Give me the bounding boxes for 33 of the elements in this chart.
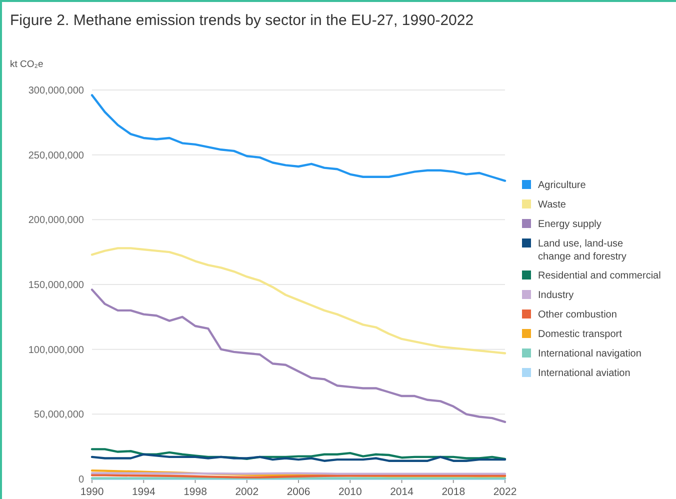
y-tick-label: 100,000,000 (28, 344, 84, 356)
x-tick-label: 2014 (390, 486, 414, 498)
y-tick-label: 200,000,000 (28, 215, 84, 226)
legend-label: Agriculture (538, 180, 586, 191)
x-tick-label: 1998 (184, 486, 208, 498)
y-axis-title: kt CO₂e (10, 59, 44, 70)
line-series (90, 94, 506, 182)
chart-title: Figure 2. Methane emission trends by sector in the EU-27, 1990-2022 (10, 12, 474, 29)
line-series (90, 247, 506, 354)
y-tick-label: 50,000,000 (34, 410, 84, 421)
y-tick-label: 0 (78, 474, 84, 486)
line-series (90, 453, 506, 462)
legend-label: Waste (538, 200, 566, 210)
line-series (90, 288, 506, 424)
x-tick-label: 1990 (80, 486, 104, 498)
y-tick-label: 150,000,000 (28, 280, 84, 291)
legend-label: Domestic transport (538, 329, 622, 340)
y-tick-label: 300,000,000 (28, 86, 84, 96)
legend-label: Residential and commercial (538, 270, 661, 282)
legend-label: Other combustion (538, 310, 617, 320)
legend-label: International navigation (538, 348, 642, 360)
x-tick-label: 2010 (338, 486, 362, 498)
x-tick-label: 1994 (132, 486, 156, 498)
legend-label: Energy supply (538, 219, 602, 230)
y-tick-label: 250,000,000 (28, 150, 84, 162)
legend-label: Industry (538, 290, 574, 301)
legend-label: International aviation (538, 368, 630, 379)
x-tick-label: 2006 (286, 486, 310, 498)
x-tick-label: 2018 (442, 486, 466, 498)
legend-label: Land use, land-use change and forestry (538, 238, 626, 262)
x-tick-label: 2002 (235, 486, 259, 498)
x-tick-label: 2022 (493, 486, 517, 498)
line-series (90, 448, 506, 460)
